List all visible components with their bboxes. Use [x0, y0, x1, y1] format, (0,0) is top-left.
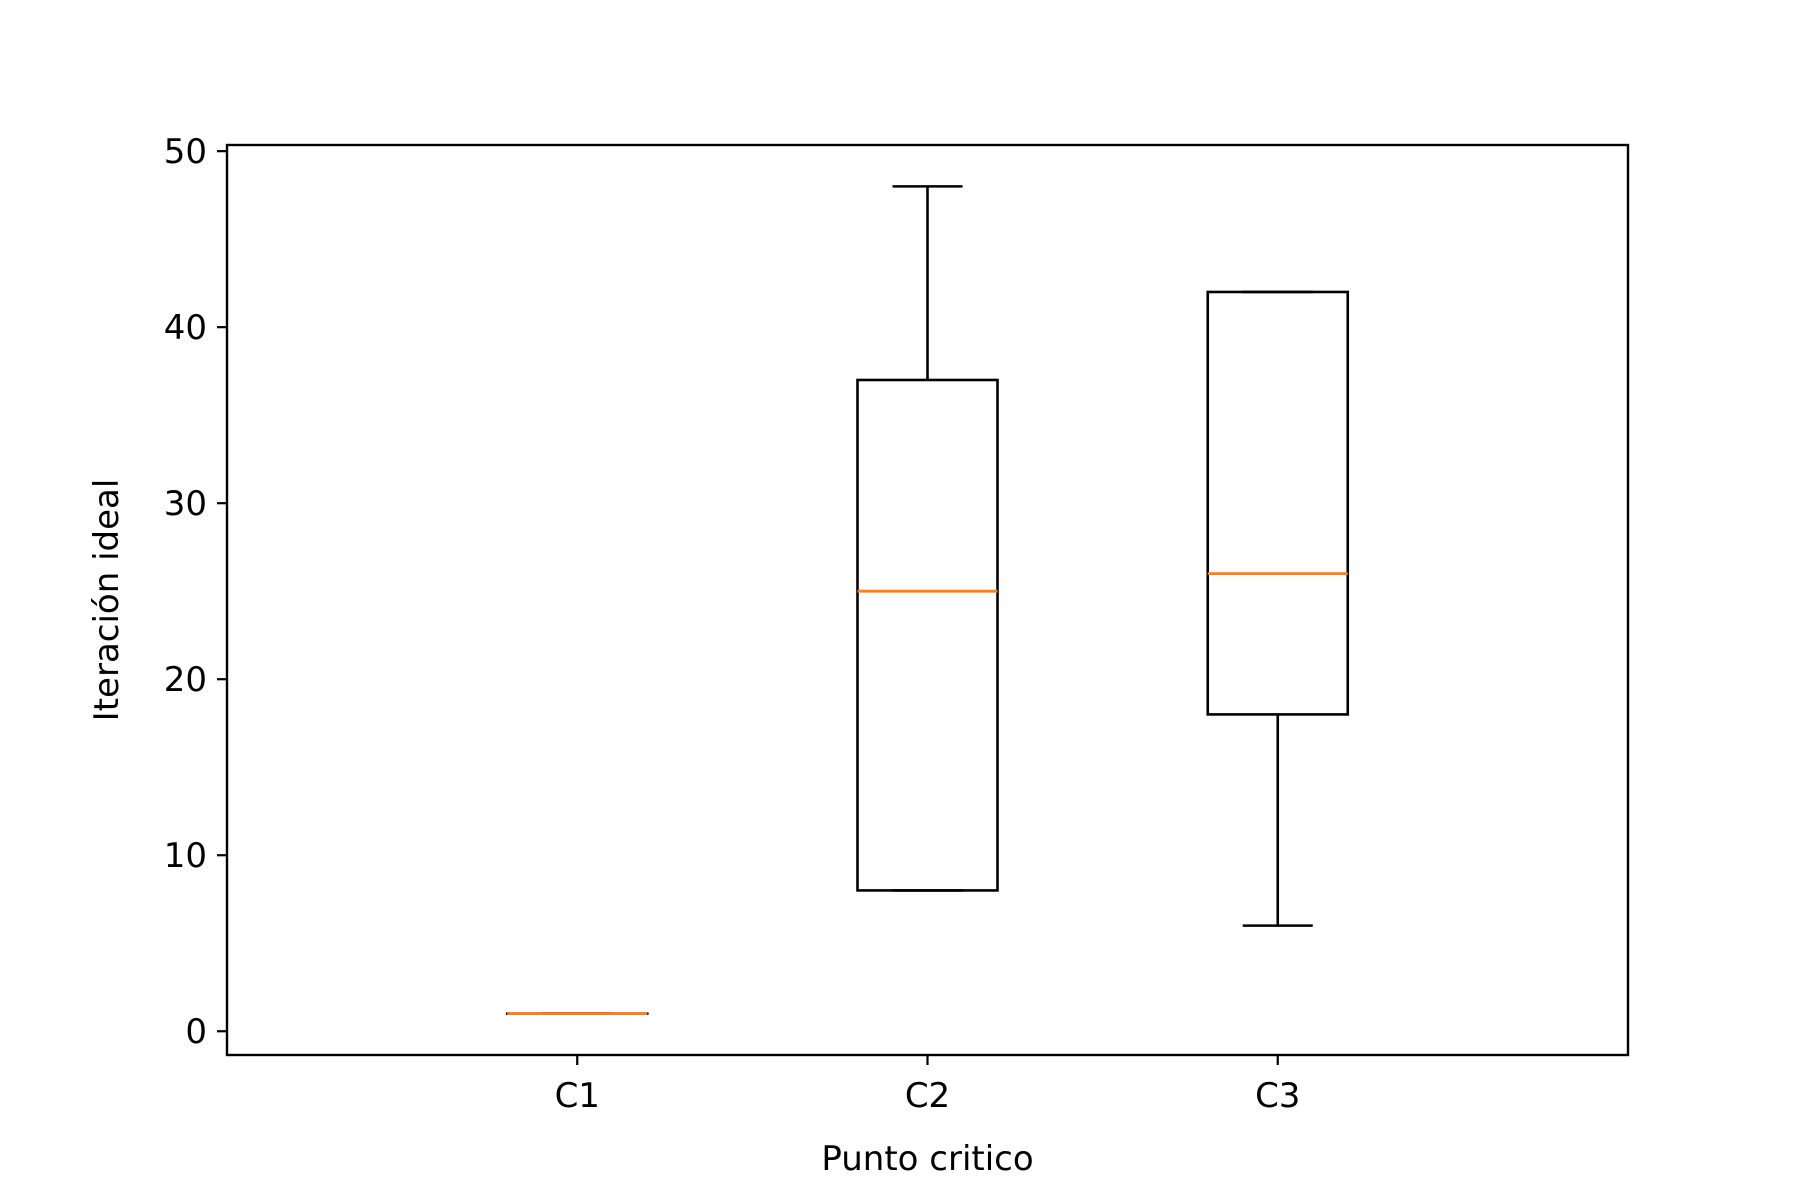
y-tick-label: 30: [164, 484, 207, 524]
y-tick-label: 50: [164, 132, 207, 172]
y-axis-title: Iteración ideal: [87, 479, 127, 722]
plot-frame: [225, 143, 1630, 1057]
x-tick-label-c2: C2: [905, 1076, 950, 1116]
y-tick-label: 0: [185, 1012, 207, 1052]
x-axis-title: Punto critico: [821, 1139, 1033, 1179]
x-tick-label-c3: C3: [1255, 1076, 1300, 1116]
box-c3: [1206, 290, 1350, 716]
y-tick-label: 20: [164, 660, 207, 700]
chart-axes: 0 10 20 30 40 50 C1 C2 C3: [164, 132, 1301, 1116]
x-tick-label-c1: C1: [555, 1076, 600, 1116]
y-tick-label: 10: [164, 836, 207, 876]
box-c2: [856, 378, 999, 892]
chart-marks: [505, 185, 1350, 1016]
y-tick-label: 40: [164, 308, 207, 348]
